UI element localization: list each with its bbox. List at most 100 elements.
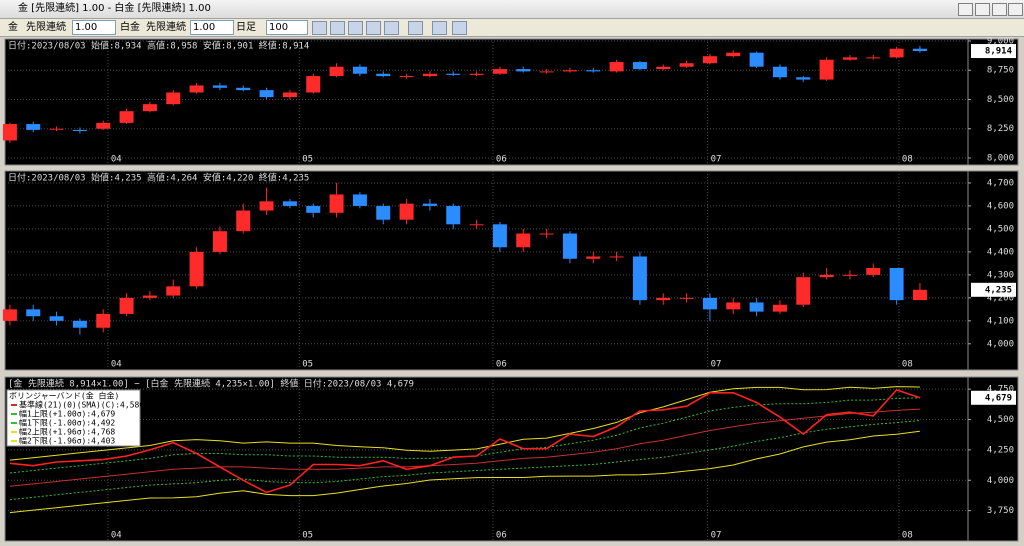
legend-entry: 幅2下限(-1.96σ):4,403 — [19, 436, 115, 446]
minimize-button[interactable] — [975, 3, 990, 16]
contract-label: 先限連続 — [26, 22, 66, 33]
candle-body — [306, 76, 321, 93]
tool-icon[interactable] — [366, 21, 381, 35]
y-tick-label: 4,250 — [987, 445, 1014, 455]
y-tick-label: 4,000 — [987, 339, 1014, 349]
series-line — [9, 420, 920, 501]
series-line — [9, 386, 920, 461]
candle-body — [586, 256, 601, 259]
candle-body — [562, 233, 577, 259]
x-tick-label: 05 — [302, 531, 313, 541]
x-tick-label: 07 — [711, 360, 722, 370]
y-tick-label: 8,000 — [987, 153, 1014, 163]
candle-body — [166, 286, 181, 296]
x-tick-label: 07 — [711, 531, 722, 541]
candle-body — [446, 205, 461, 225]
close-button[interactable] — [1008, 3, 1023, 16]
legend-entry: 幅1上限(+1.00σ):4,679 — [19, 409, 115, 419]
candle-body — [539, 233, 554, 235]
candle-body — [446, 73, 461, 75]
tool-icon[interactable] — [452, 21, 467, 35]
count-input[interactable]: 100 — [266, 20, 308, 35]
y-tick-label: 4,700 — [987, 178, 1014, 188]
candle-body — [352, 66, 367, 74]
tool-icon[interactable] — [348, 21, 363, 35]
x-tick-label: 08 — [902, 531, 913, 541]
last-value-box — [971, 390, 1016, 405]
candle-body — [236, 87, 251, 91]
y-tick-label: 4,750 — [987, 385, 1014, 395]
y-tick-label: 4,300 — [987, 270, 1014, 280]
y-tick-label: 4,200 — [987, 293, 1014, 303]
candle-body — [516, 233, 531, 248]
candle-body — [726, 302, 741, 310]
last-value-box — [971, 282, 1016, 297]
multiplier-input[interactable]: 1.00 — [72, 20, 116, 35]
panel-background — [4, 170, 1019, 371]
candle-body — [259, 201, 274, 211]
multiplier-input[interactable]: 1.00 — [190, 20, 234, 35]
candle-body — [189, 85, 204, 93]
legend-entry: 幅1下限(-1.00σ):4,492 — [19, 418, 115, 428]
candle-body — [889, 48, 904, 58]
x-tick-label: 05 — [302, 360, 313, 370]
candle-body — [912, 48, 927, 52]
candle-body — [772, 66, 787, 78]
info-text: 日付:2023/08/03 始値:8,934 高値:8,958 安値:8,901… — [8, 40, 309, 52]
candle-body — [119, 297, 134, 314]
x-tick-label: 04 — [111, 531, 122, 541]
maximize-button[interactable] — [992, 3, 1007, 16]
tool-icon[interactable] — [330, 21, 345, 35]
candle-body — [422, 203, 437, 206]
candle-body — [26, 309, 41, 317]
candle-body — [306, 205, 321, 213]
tool-icon[interactable] — [384, 21, 399, 35]
legend-entry: 基準線(21)(0)(SMA)(C):4,586 — [19, 400, 144, 410]
candle-body — [656, 297, 671, 301]
tool-icon[interactable] — [408, 21, 423, 35]
y-tick-label: 4,100 — [987, 316, 1014, 326]
candle-body — [469, 73, 484, 75]
candle-body — [96, 313, 111, 328]
toolbar: 金 先限連続 1.00 白金 先限連続 1.00 日足 100 — [0, 19, 1024, 37]
candle-body — [49, 316, 64, 321]
candle-body — [586, 70, 601, 72]
last-value-label: 8,914 — [985, 47, 1013, 57]
last-value-box — [971, 44, 1016, 59]
candle-body — [282, 201, 297, 206]
candle-body — [142, 104, 157, 112]
candle-body — [376, 205, 391, 220]
legend-entry: 幅2上限(+1.96σ):4,768 — [19, 427, 115, 437]
candle-body — [259, 90, 274, 98]
candle-body — [2, 124, 17, 141]
candle-body — [726, 52, 741, 57]
candle-body — [632, 62, 647, 70]
tool-icon[interactable] — [432, 21, 447, 35]
window-title: 金 [先限連続] 1.00 - 白金 [先限連続] 1.00 — [18, 3, 211, 14]
candle-body — [72, 129, 87, 132]
y-tick-label: 4,000 — [987, 476, 1014, 486]
candle-body — [166, 92, 181, 105]
legend-title: ボリンジャーバンド(金 白金) — [9, 391, 119, 401]
symbol-label: 白金 — [120, 22, 140, 33]
candle-body — [399, 203, 414, 220]
x-tick-label: 04 — [111, 155, 122, 165]
panel-background — [4, 376, 1019, 542]
restore-button[interactable] — [958, 3, 973, 16]
candle-body — [469, 224, 484, 226]
candle-body — [702, 297, 717, 310]
tool-icon[interactable] — [312, 21, 327, 35]
candle-body — [912, 289, 927, 301]
period-select[interactable]: 日足 — [236, 22, 256, 33]
candle-body — [842, 57, 857, 60]
candle-body — [26, 124, 41, 130]
y-tick-label: 8,750 — [987, 66, 1014, 76]
candle-body — [679, 63, 694, 67]
candle-body — [609, 62, 624, 72]
panel-background — [4, 38, 1019, 166]
y-tick-label: 9,000 — [987, 36, 1014, 46]
y-tick-label: 4,600 — [987, 201, 1014, 211]
candle-body — [866, 267, 881, 275]
candle-body — [2, 309, 17, 321]
